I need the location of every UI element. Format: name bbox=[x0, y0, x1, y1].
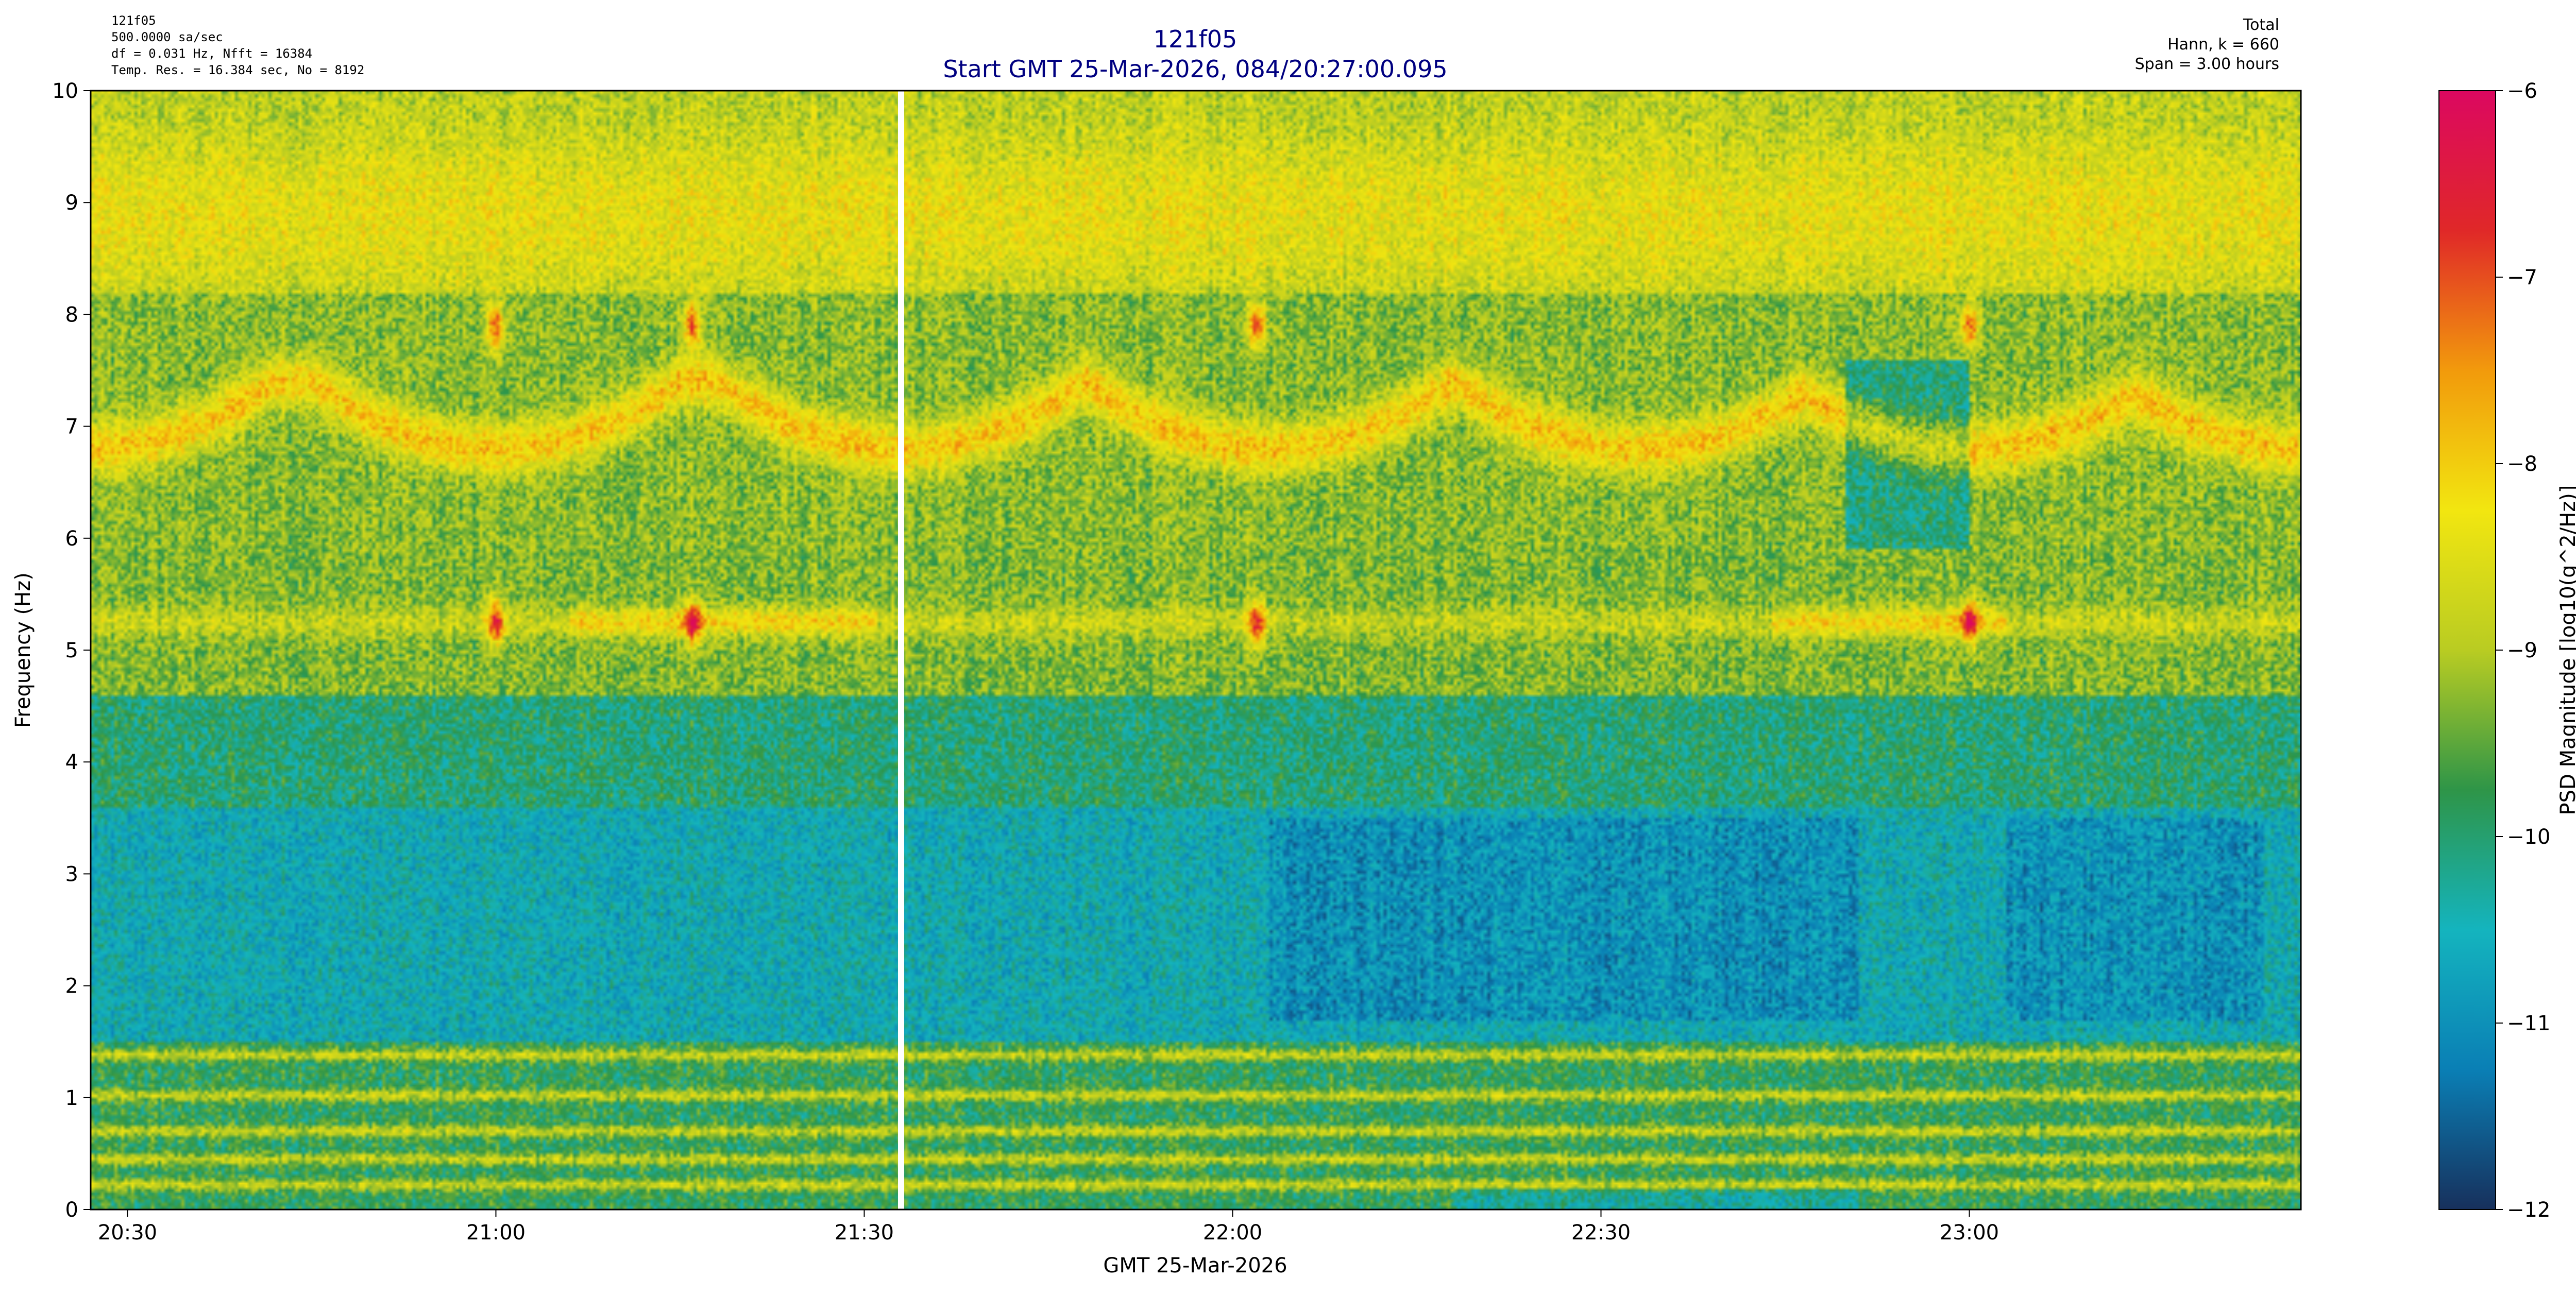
x-tick-label: 20:30 bbox=[98, 1221, 157, 1245]
x-tick-label: 22:00 bbox=[1203, 1221, 1262, 1245]
info-left-line: df = 0.031 Hz, Nfft = 16384 bbox=[111, 46, 312, 61]
chart-subtitle: Start GMT 25-Mar-2026, 084/20:27:00.095 bbox=[943, 55, 1447, 83]
spectrogram-plot bbox=[90, 90, 2302, 1211]
y-axis: 0 1 2 3 4 5 6 7 8 9 10 bbox=[52, 79, 91, 1222]
colorbar-tick-label: −8 bbox=[2507, 452, 2537, 476]
colorbar-label: PSD Magnitude [log10(g^2/Hz)] bbox=[2556, 485, 2576, 815]
info-left-block: 121f05 500.0000 sa/sec df = 0.031 Hz, Nf… bbox=[111, 13, 364, 77]
info-left-line: 500.0000 sa/sec bbox=[111, 30, 223, 44]
x-tick-label: 22:30 bbox=[1571, 1221, 1631, 1245]
colorbar-tick-label: −12 bbox=[2507, 1198, 2550, 1222]
y-tick-label: 7 bbox=[65, 415, 78, 439]
x-axis: 20:30 21:00 21:30 22:00 22:30 23:00 bbox=[98, 1210, 1999, 1245]
y-axis-label: Frequency (Hz) bbox=[11, 572, 35, 728]
colorbar-tick-label: −11 bbox=[2507, 1012, 2550, 1035]
colorbar bbox=[2438, 90, 2496, 1210]
chart-title: 121f05 bbox=[1154, 25, 1238, 53]
info-left-line: Temp. Res. = 16.384 sec, No = 8192 bbox=[111, 63, 364, 77]
y-tick-label: 1 bbox=[65, 1086, 78, 1110]
colorbar-gradient bbox=[2438, 90, 2496, 1210]
info-right-block: Total Hann, k = 660 Span = 3.00 hours bbox=[2135, 16, 2279, 73]
y-tick-label: 2 bbox=[65, 975, 78, 998]
colorbar-ticks: −12 −11 −10 −9 −8 −7 −6 bbox=[2496, 79, 2550, 1222]
colorbar-tick-label: −7 bbox=[2507, 266, 2537, 290]
y-tick-label: 10 bbox=[52, 79, 78, 103]
y-tick-label: 3 bbox=[65, 862, 78, 886]
colorbar-tick-label: −9 bbox=[2507, 639, 2537, 662]
y-tick-label: 5 bbox=[65, 639, 78, 662]
data-gap-line bbox=[898, 91, 904, 1210]
y-tick-label: 0 bbox=[65, 1198, 78, 1222]
heatmap-image bbox=[91, 91, 2301, 1210]
x-axis-label: GMT 25-Mar-2026 bbox=[1103, 1254, 1287, 1278]
y-tick-label: 4 bbox=[65, 751, 78, 774]
y-tick-label: 6 bbox=[65, 527, 78, 551]
y-tick-label: 8 bbox=[65, 303, 78, 327]
x-tick-label: 21:30 bbox=[835, 1221, 894, 1245]
x-tick-label: 21:00 bbox=[466, 1221, 526, 1245]
colorbar-tick-label: −6 bbox=[2507, 79, 2537, 103]
info-right-line: Span = 3.00 hours bbox=[2135, 55, 2279, 73]
y-tick-label: 9 bbox=[65, 191, 78, 215]
info-right-line: Total bbox=[2243, 16, 2279, 34]
x-tick-label: 23:00 bbox=[1940, 1221, 1999, 1245]
info-left-line: 121f05 bbox=[111, 13, 156, 28]
info-right-line: Hann, k = 660 bbox=[2167, 36, 2279, 54]
colorbar-tick-label: −10 bbox=[2507, 825, 2550, 849]
